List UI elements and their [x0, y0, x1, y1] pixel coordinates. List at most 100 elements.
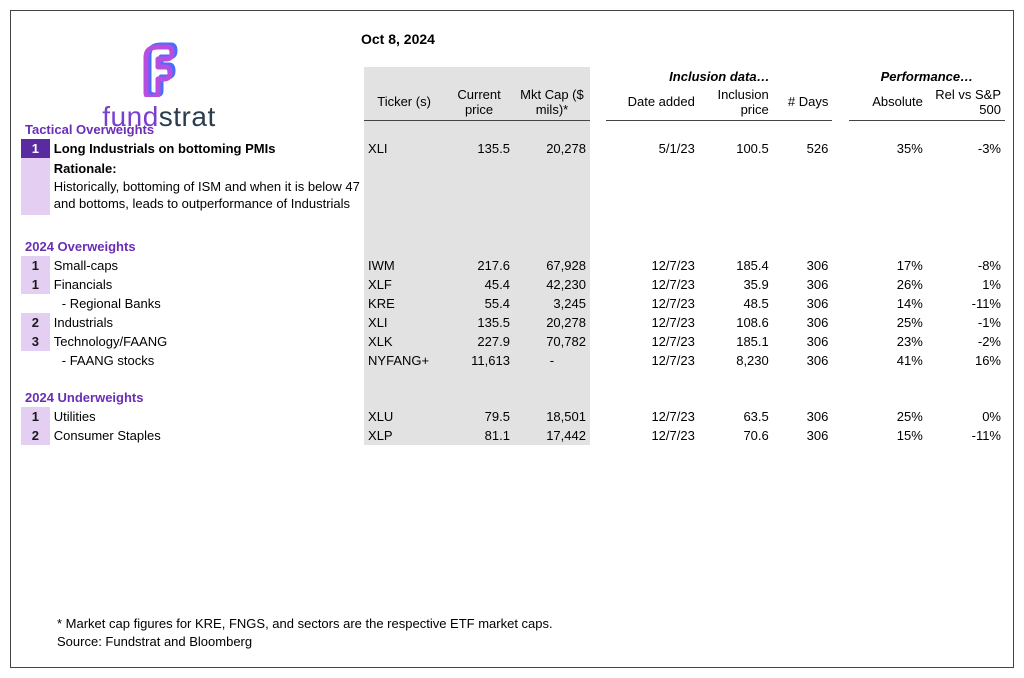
rank-badge-empty [21, 351, 50, 370]
ticker-cell: XLI [364, 139, 444, 158]
abs-cell: 25% [849, 313, 927, 332]
days-cell: 306 [773, 294, 833, 313]
column-header-row: Ticker (s) Current price Mkt Cap ($ mils… [21, 86, 1005, 120]
uw-row-2: 2 Consumer Staples XLP 81.1 17,442 12/7/… [21, 426, 1005, 445]
price-cell: 217.6 [444, 256, 514, 275]
ticker-cell: KRE [364, 294, 444, 313]
rank-badge: 2 [21, 313, 50, 332]
date-cell: 12/7/23 [606, 313, 698, 332]
ticker-cell: IWM [364, 256, 444, 275]
rank-badge: 1 [21, 407, 50, 426]
rationale-text: Historically, bottoming of ISM and when … [54, 179, 360, 212]
incl-cell: 108.6 [699, 313, 773, 332]
rel-cell: -2% [927, 332, 1005, 351]
price-cell: 11,613 [444, 351, 514, 370]
section-title-tactical: Tactical Overweights [21, 120, 364, 139]
days-cell: 306 [773, 275, 833, 294]
allocation-table: Inclusion data… Performance… Ticker (s) … [21, 67, 1005, 445]
spacer-row [21, 215, 1005, 237]
ow-row-1: 1 Small-caps IWM 217.6 67,928 12/7/23 18… [21, 256, 1005, 275]
price-cell: 79.5 [444, 407, 514, 426]
abs-cell: 14% [849, 294, 927, 313]
days-cell: 306 [773, 407, 833, 426]
days-cell: 306 [773, 313, 833, 332]
rank-badge: 1 [21, 256, 50, 275]
footnote-source: Source: Fundstrat and Bloomberg [57, 633, 553, 651]
date-cell: 12/7/23 [606, 351, 698, 370]
section-row-tactical: Tactical Overweights [21, 120, 1005, 139]
position-name: Consumer Staples [50, 426, 364, 445]
position-name: Small-caps [50, 256, 364, 275]
col-date-added: Date added [606, 86, 698, 120]
mcap-cell: 20,278 [514, 139, 590, 158]
ow-row-6: - FAANG stocks NYFANG+ 11,613 - 12/7/23 … [21, 351, 1005, 370]
page-frame: fundstrat Oct 8, 2024 Inclusion data… Pe… [10, 10, 1014, 668]
mcap-cell: 20,278 [514, 313, 590, 332]
as-of-date: Oct 8, 2024 [361, 31, 435, 47]
rationale-title: Rationale: [54, 161, 117, 176]
date-cell: 12/7/23 [606, 294, 698, 313]
rank-badge: 1 [21, 139, 50, 158]
section-title-ow2024: 2024 Overweights [21, 237, 364, 256]
abs-cell: 25% [849, 407, 927, 426]
abs-cell: 23% [849, 332, 927, 351]
mcap-cell: - [514, 351, 590, 370]
rel-cell: 1% [927, 275, 1005, 294]
section-row-uw2024: 2024 Underweights [21, 388, 1005, 407]
incl-cell: 63.5 [699, 407, 773, 426]
col-price: Current price [444, 86, 514, 120]
abs-cell: 35% [849, 139, 927, 158]
days-cell: 306 [773, 351, 833, 370]
position-name: Financials [50, 275, 364, 294]
days-cell: 306 [773, 426, 833, 445]
mcap-cell: 3,245 [514, 294, 590, 313]
super-header-row: Inclusion data… Performance… [21, 67, 1005, 86]
incl-cell: 100.5 [699, 139, 773, 158]
col-rel: Rel vs S&P 500 [927, 86, 1005, 120]
abs-cell: 41% [849, 351, 927, 370]
rationale-row: Rationale: Historically, bottoming of IS… [21, 158, 1005, 215]
days-cell: 306 [773, 332, 833, 351]
price-cell: 135.5 [444, 313, 514, 332]
price-cell: 55.4 [444, 294, 514, 313]
price-cell: 135.5 [444, 139, 514, 158]
date-cell: 5/1/23 [606, 139, 698, 158]
ow-row-4: 2 Industrials XLI 135.5 20,278 12/7/23 1… [21, 313, 1005, 332]
incl-cell: 35.9 [699, 275, 773, 294]
rank-badge: 1 [21, 275, 50, 294]
rationale-side-bar [21, 158, 50, 215]
rel-cell: -11% [927, 426, 1005, 445]
col-days: # Days [773, 86, 833, 120]
rel-cell: -8% [927, 256, 1005, 275]
abs-cell: 26% [849, 275, 927, 294]
rank-badge: 3 [21, 332, 50, 351]
mcap-cell: 70,782 [514, 332, 590, 351]
abs-cell: 17% [849, 256, 927, 275]
ticker-cell: XLP [364, 426, 444, 445]
col-ticker: Ticker (s) [364, 86, 444, 120]
incl-cell: 185.4 [699, 256, 773, 275]
ticker-cell: XLK [364, 332, 444, 351]
col-mcap: Mkt Cap ($ mils)* [514, 86, 590, 120]
col-abs: Absolute [849, 86, 927, 120]
rank-badge: 2 [21, 426, 50, 445]
incl-cell: 8,230 [699, 351, 773, 370]
section-row-ow2024: 2024 Overweights [21, 237, 1005, 256]
rank-badge-empty [21, 294, 50, 313]
date-cell: 12/7/23 [606, 275, 698, 294]
days-cell: 526 [773, 139, 833, 158]
ticker-cell: XLF [364, 275, 444, 294]
rel-cell: -11% [927, 294, 1005, 313]
rel-cell: -1% [927, 313, 1005, 332]
ow-row-5: 3 Technology/FAANG XLK 227.9 70,782 12/7… [21, 332, 1005, 351]
mcap-cell: 42,230 [514, 275, 590, 294]
price-cell: 227.9 [444, 332, 514, 351]
rationale-block: Rationale: Historically, bottoming of IS… [50, 158, 364, 215]
date-cell: 12/7/23 [606, 332, 698, 351]
rel-cell: 0% [927, 407, 1005, 426]
date-cell: 12/7/23 [606, 407, 698, 426]
footnotes: * Market cap figures for KRE, FNGS, and … [57, 615, 553, 651]
performance-header: Performance… [849, 67, 1005, 86]
incl-cell: 48.5 [699, 294, 773, 313]
ow-row-3: - Regional Banks KRE 55.4 3,245 12/7/23 … [21, 294, 1005, 313]
